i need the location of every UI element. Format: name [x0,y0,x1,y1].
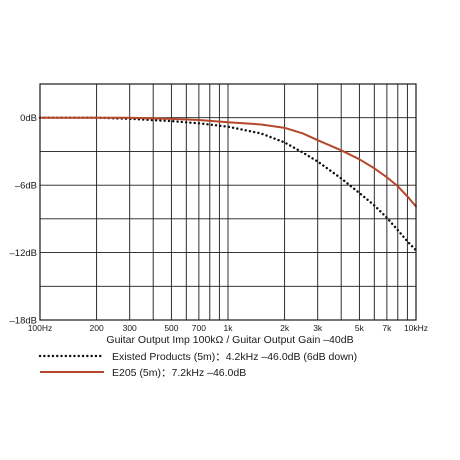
x-tick-label: 7k [382,323,392,333]
x-tick-label: 700 [192,323,206,333]
x-tick-label: 300 [123,323,137,333]
legend-item-existed-products: Existed Products (5m)：4.2kHz –46.0dB (6d… [38,348,357,364]
x-axis-label: Guitar Output Imp 100kΩ / Guitar Output … [106,334,354,346]
dotted-line-swatch [38,352,106,360]
grid [40,84,416,320]
x-tick-label: 100Hz [28,323,53,333]
series-line-e205 [39,116,417,208]
y-tick-label: –12dB [10,248,37,259]
y-tick-label: –6dB [15,181,37,192]
legend: Existed Products (5m)：4.2kHz –46.0dB (6d… [38,348,357,380]
solid-line-swatch [38,368,106,376]
series-lines [38,116,418,252]
legend-item-e205: E205 (5m)：7.2kHz –46.0dB [38,364,357,380]
y-tick-label: 0dB [20,113,37,124]
legend-label-existed-products: Existed Products (5m)：4.2kHz –46.0dB (6d… [112,350,358,363]
y-tick-label: –18dB [10,316,37,327]
x-tick-label: 200 [89,323,103,333]
x-tick-label: 500 [164,323,178,333]
x-tick-label: 1k [224,323,234,333]
x-tick-label: 10kHz [404,323,428,333]
x-tick-label: 2k [280,323,290,333]
x-tick-label: 3k [313,323,323,333]
x-tick-label: 5k [355,323,365,333]
tick-labels: 100Hz 200 300 500 700 1k 2k 3k 5k 7k 10kHz 0dB –6dB –… [10,113,429,333]
legend-label-e205: E205 (5m)：7.2kHz –46.0dB [112,366,247,379]
plot-frame [39,83,417,321]
